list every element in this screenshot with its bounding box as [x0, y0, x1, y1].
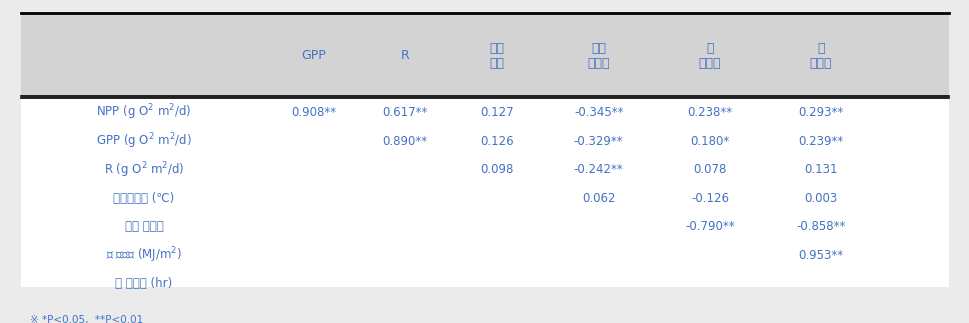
Text: -0.126: -0.126 [690, 192, 728, 205]
Text: -0.858**: -0.858** [796, 220, 845, 233]
Text: 0.238**: 0.238** [687, 106, 732, 119]
Text: 0.078: 0.078 [693, 163, 726, 176]
Text: 평균 전운량: 평균 전운량 [125, 220, 163, 233]
Text: 0.293**: 0.293** [797, 106, 843, 119]
Text: 총
일사량: 총 일사량 [698, 42, 720, 69]
Text: 0.062: 0.062 [581, 192, 614, 205]
Text: 총 일조량 (hr): 총 일조량 (hr) [115, 277, 172, 290]
Text: 0.239**: 0.239** [797, 135, 843, 148]
Text: R: R [400, 49, 409, 62]
Text: 총
일조량: 총 일조량 [809, 42, 831, 69]
Text: -0.242**: -0.242** [574, 163, 623, 176]
Text: GPP (g O$^2$ m$^2$/d): GPP (g O$^2$ m$^2$/d) [96, 131, 192, 151]
Text: 0.617**: 0.617** [382, 106, 427, 119]
Text: 0.180*: 0.180* [690, 135, 729, 148]
Text: R (g O$^2$ m$^2$/d): R (g O$^2$ m$^2$/d) [104, 160, 184, 180]
Text: -0.790**: -0.790** [684, 220, 734, 233]
Text: 0.131: 0.131 [803, 163, 837, 176]
Bar [20, 13, 949, 99]
Text: 0.908**: 0.908** [291, 106, 335, 119]
Text: 평균
기온: 평균 기온 [489, 42, 504, 69]
Text: 0.890**: 0.890** [382, 135, 427, 148]
Text: 0.126: 0.126 [480, 135, 514, 148]
Text: 일평균기온 (℃): 일평균기온 (℃) [113, 192, 174, 205]
Text: NPP (g O$^2$ m$^2$/d): NPP (g O$^2$ m$^2$/d) [96, 103, 192, 122]
Text: -0.345**: -0.345** [574, 106, 623, 119]
Text: GPP: GPP [300, 49, 326, 62]
Text: 0.098: 0.098 [480, 163, 514, 176]
Text: 총 일사량 (MJ/m$^2$): 총 일사량 (MJ/m$^2$) [106, 245, 182, 265]
Text: 0.003: 0.003 [803, 192, 837, 205]
Text: 평균
전운량: 평균 전운량 [587, 42, 610, 69]
Text: 0.953**: 0.953** [797, 249, 843, 262]
Text: 0.127: 0.127 [480, 106, 514, 119]
Text: ※ *P<0.05,  **P<0.01: ※ *P<0.05, **P<0.01 [30, 315, 143, 323]
Text: -0.329**: -0.329** [574, 135, 623, 148]
